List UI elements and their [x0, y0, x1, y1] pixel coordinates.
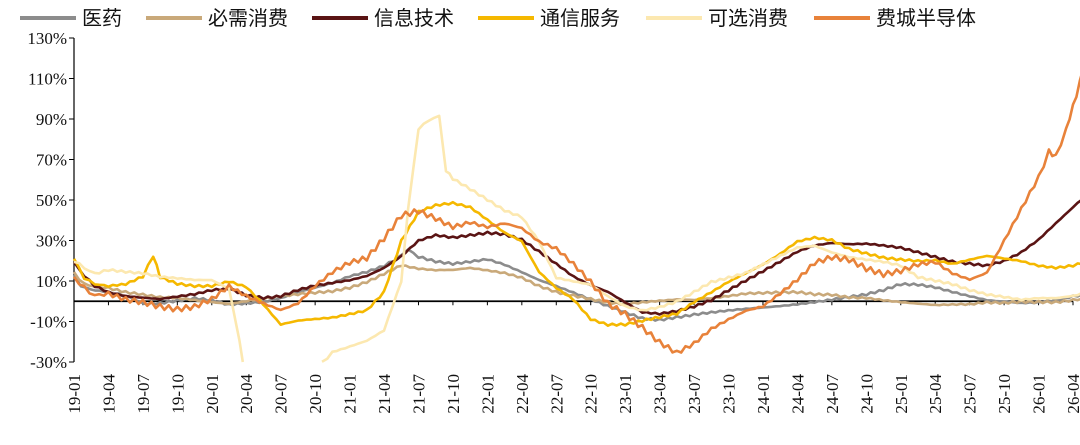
y-tick-label: 30% [36, 232, 67, 251]
x-tick-label: 21-07 [409, 374, 428, 414]
y-tick-label: 70% [36, 151, 67, 170]
y-axis: 130% 110% 90% 70% 50% 30% 10% -10% -30% [27, 29, 1073, 372]
x-axis: 19-01 19-04 19-07 19-10 20-01 20-04 20-07 20-10… [65, 301, 1080, 414]
x-tick-label: 20-04 [237, 374, 256, 414]
series-line-6 [72, 75, 1080, 354]
x-tick-label: 23-07 [685, 374, 704, 414]
x-tick-label: 26-01 [1030, 374, 1049, 414]
x-tick-label: 23-04 [651, 374, 670, 414]
series-line-5 [321, 114, 1080, 363]
x-tick-label: 20-01 [203, 374, 222, 414]
x-tick-label: 25-10 [995, 374, 1014, 414]
legend-label: 费城半导体 [876, 6, 976, 30]
chart-series [72, 75, 1080, 363]
series-line-4 [73, 260, 245, 363]
x-tick-label: 20-07 [272, 374, 291, 414]
x-tick-label: 19-07 [134, 374, 153, 414]
series-line-3 [72, 200, 1080, 327]
x-tick-label: 22-07 [547, 374, 566, 414]
y-tick-label: 10% [36, 272, 67, 291]
y-tick-label: -10% [30, 313, 67, 332]
legend-label: 必需消费 [208, 6, 288, 30]
x-tick-label: 22-10 [582, 374, 601, 414]
x-tick-label: 25-07 [961, 374, 980, 414]
y-tick-label: -30% [30, 353, 67, 372]
x-tick-label: 22-01 [478, 374, 497, 414]
x-tick-label: 23-10 [720, 374, 739, 414]
legend-label: 医药 [82, 6, 122, 30]
y-tick-label: 110% [28, 70, 67, 89]
y-tick-label: 90% [36, 110, 67, 129]
legend-label: 通信服务 [540, 6, 620, 30]
x-tick-label: 25-01 [892, 374, 911, 414]
x-tick-label: 26-04 [1064, 374, 1080, 414]
legend-label: 可选消费 [708, 6, 788, 30]
x-tick-label: 22-04 [513, 374, 532, 414]
x-tick-label: 25-04 [926, 374, 945, 414]
x-tick-label: 19-10 [168, 374, 187, 414]
x-tick-label: 21-01 [341, 374, 360, 414]
x-tick-label: 19-01 [65, 374, 84, 414]
x-tick-label: 24-04 [788, 374, 807, 414]
x-tick-label: 24-10 [857, 374, 876, 414]
x-tick-label: 20-10 [306, 374, 325, 414]
y-tick-label: 50% [36, 191, 67, 210]
x-tick-label: 19-04 [99, 374, 118, 414]
x-tick-label: 21-10 [444, 374, 463, 414]
series-line-1 [72, 264, 1080, 307]
legend-label: 信息技术 [374, 6, 454, 30]
x-tick-label: 21-04 [375, 374, 394, 414]
x-tick-label: 24-01 [754, 374, 773, 414]
x-tick-label: 24-07 [823, 374, 842, 414]
y-tick-label: 130% [27, 29, 67, 48]
x-tick-label: 23-01 [616, 374, 635, 414]
chart-legend: 医药 必需消费 信息技术 通信服务 可选消费 费城半导体 [20, 6, 976, 30]
